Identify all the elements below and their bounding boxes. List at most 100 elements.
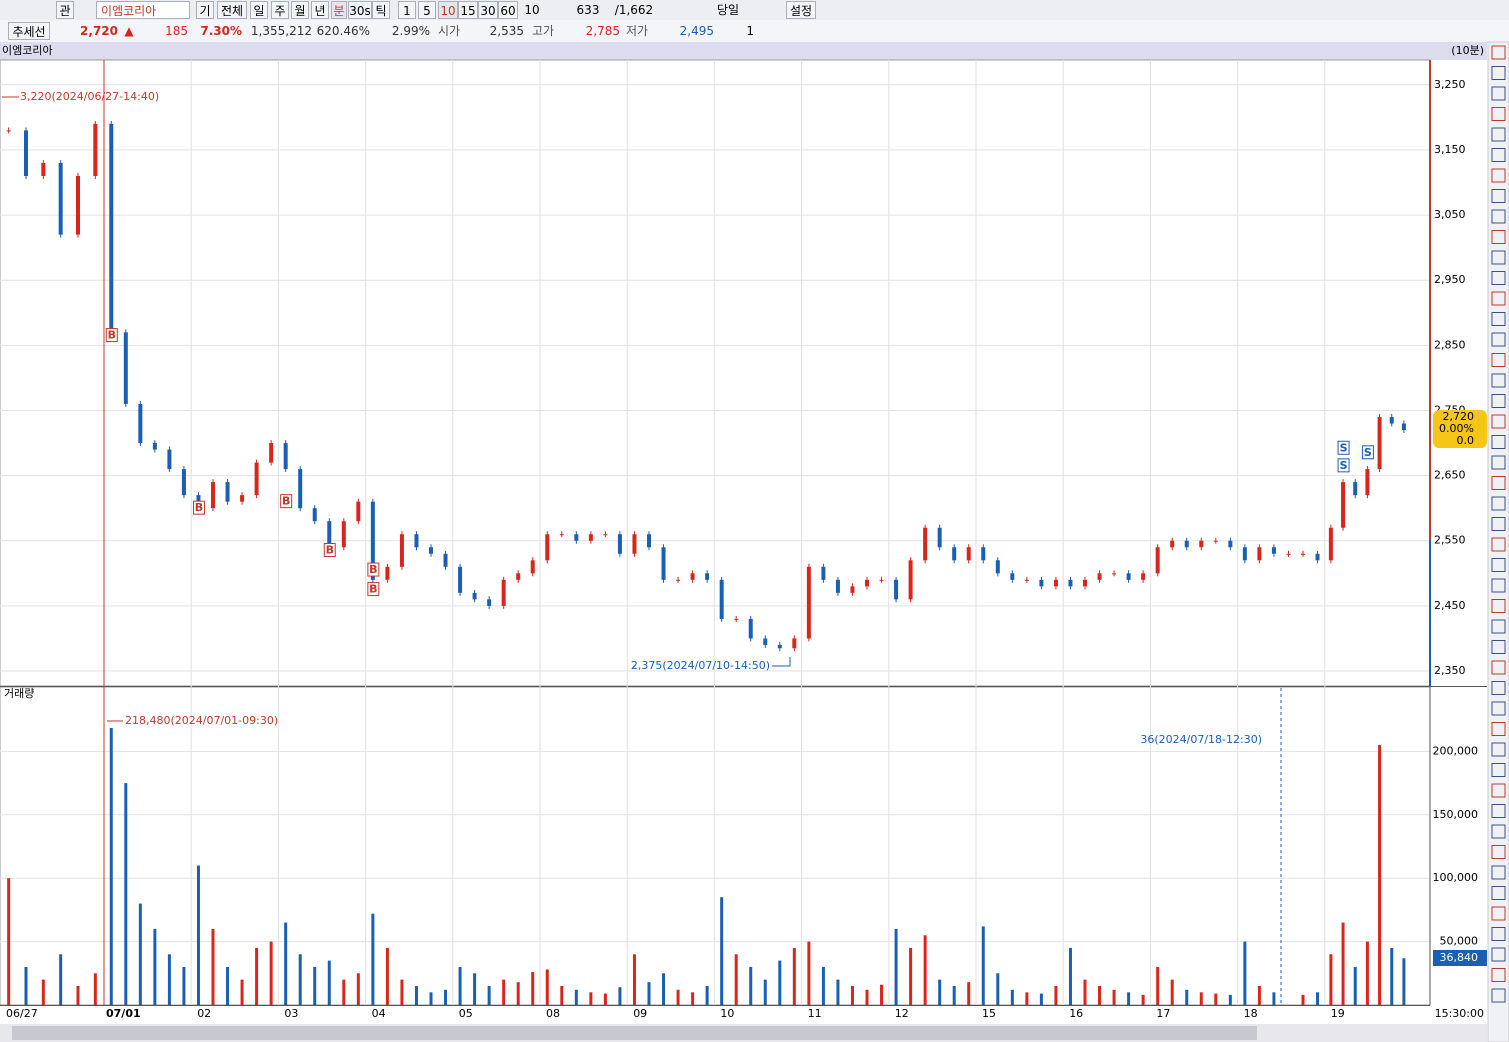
signal-label: S	[1340, 459, 1348, 472]
tool-icon[interactable]	[1491, 701, 1506, 716]
tool-icon[interactable]	[1491, 127, 1506, 142]
candle	[1097, 573, 1102, 580]
tool-icon[interactable]	[1491, 353, 1506, 367]
tool-icon[interactable]	[1491, 189, 1506, 203]
tool-icon[interactable]	[1491, 250, 1506, 265]
scroll-thumb[interactable]	[12, 1026, 1257, 1040]
candle	[937, 527, 942, 548]
toolbar-button[interactable]: 설정	[786, 1, 816, 19]
tool-icon[interactable]	[1491, 783, 1506, 798]
tool-icon[interactable]	[1491, 86, 1506, 101]
volume-bar	[1141, 994, 1145, 1005]
toolbar-button[interactable]: 분	[331, 1, 347, 19]
volume-bar	[545, 969, 549, 1005]
tool-icon[interactable]	[1491, 619, 1506, 634]
tool-icon[interactable]	[1491, 947, 1506, 962]
toolbar-button[interactable]: 년	[311, 1, 329, 19]
tool-icon[interactable]	[1491, 394, 1506, 408]
volume-bar	[691, 992, 695, 1005]
tool-icon[interactable]	[1491, 230, 1506, 244]
tool-icon[interactable]	[1491, 373, 1506, 388]
tool-icon[interactable]	[1491, 681, 1506, 695]
tool-icon[interactable]	[1491, 599, 1506, 613]
quote-field: 시가	[437, 24, 461, 38]
toolbar-button[interactable]: 당일	[716, 3, 740, 17]
tool-icon[interactable]	[1491, 107, 1506, 121]
tool-icon[interactable]	[1491, 312, 1506, 326]
tool-icon[interactable]	[1491, 558, 1506, 572]
tool-icon[interactable]	[1491, 455, 1506, 470]
tool-icon[interactable]	[1491, 763, 1506, 777]
volume-bar	[1112, 989, 1116, 1005]
toolbar-button[interactable]: /1,662	[614, 3, 654, 17]
volume-bar	[502, 979, 506, 1005]
tool-icon[interactable]	[1491, 414, 1506, 429]
candle	[1170, 540, 1175, 548]
volume-bar	[458, 966, 462, 1005]
tool-icon[interactable]	[1491, 148, 1506, 162]
tool-icon[interactable]	[1491, 845, 1506, 859]
toolbar-button[interactable]: 1	[398, 1, 416, 19]
tool-icon[interactable]	[1491, 660, 1506, 675]
candle	[1126, 573, 1131, 580]
toolbar-button[interactable]: 월	[291, 1, 309, 19]
volume-bar	[1025, 992, 1029, 1005]
toolbar-button[interactable]: 5	[418, 1, 436, 19]
tool-icon[interactable]	[1491, 332, 1506, 347]
tool-icon[interactable]	[1491, 271, 1506, 285]
signal-label: S	[1340, 441, 1348, 454]
quote-field: 2,720	[80, 24, 118, 38]
toolbar-button[interactable]: 15	[458, 1, 478, 19]
candle	[821, 566, 826, 580]
tool-icon[interactable]	[1491, 291, 1506, 306]
volume-bar	[865, 989, 869, 1005]
tool-icon[interactable]	[1491, 45, 1506, 60]
toolbar-button[interactable]: 이엠코리아	[96, 1, 190, 19]
tool-icon[interactable]	[1491, 865, 1506, 880]
toolbar-button[interactable]: 30s	[348, 1, 372, 19]
toolbar-button[interactable]: 전체	[217, 1, 247, 19]
toolbar-button[interactable]: 60	[498, 1, 518, 19]
tool-icon[interactable]	[1491, 742, 1506, 757]
toolbar-button[interactable]: 주	[271, 1, 289, 19]
tool-icon[interactable]	[1491, 435, 1506, 449]
tool-icon[interactable]	[1491, 168, 1506, 183]
toolbar-button[interactable]: 일	[250, 1, 268, 19]
candle	[603, 534, 608, 536]
time-label: 15:30:00	[1435, 1007, 1484, 1020]
toolbar-button[interactable]: 10	[524, 3, 540, 17]
toolbar-button[interactable]: 10	[438, 1, 458, 19]
candle	[1213, 540, 1218, 542]
tool-icon[interactable]	[1491, 209, 1506, 224]
quote-field[interactable]: 추세선	[8, 22, 50, 40]
toolbar-button[interactable]: 틱	[372, 1, 390, 19]
toolbar-button[interactable]: 관	[56, 1, 74, 19]
tool-icon[interactable]	[1491, 988, 1506, 1003]
toolbar-button[interactable]: 30	[478, 1, 498, 19]
tool-icon[interactable]	[1491, 804, 1506, 818]
tool-icon[interactable]	[1491, 927, 1506, 941]
tool-icon[interactable]	[1491, 537, 1506, 552]
tool-icon[interactable]	[1491, 824, 1506, 839]
toolbar-button[interactable]: 기	[196, 1, 214, 19]
x-tick-label: 06/27	[6, 1007, 38, 1020]
tool-icon[interactable]	[1491, 640, 1506, 654]
x-tick-label: 08	[546, 1007, 560, 1020]
volume-bar	[41, 979, 45, 1005]
volume-bar	[414, 985, 418, 1005]
toolbar-button[interactable]: 633	[576, 3, 600, 17]
tool-icon[interactable]	[1491, 722, 1506, 736]
tool-icon[interactable]	[1491, 906, 1506, 921]
tool-icon[interactable]	[1491, 578, 1506, 593]
tool-icon[interactable]	[1491, 886, 1506, 900]
signal-label: S	[1364, 446, 1372, 459]
tool-icon[interactable]	[1491, 66, 1506, 80]
volume-bar	[560, 985, 564, 1005]
tool-icon[interactable]	[1491, 517, 1506, 531]
volume-bar	[76, 985, 80, 1005]
tool-icon[interactable]	[1491, 968, 1506, 982]
interval: (10분)	[1451, 44, 1484, 57]
candle	[41, 162, 46, 176]
tool-icon[interactable]	[1491, 496, 1506, 511]
tool-icon[interactable]	[1491, 476, 1506, 490]
